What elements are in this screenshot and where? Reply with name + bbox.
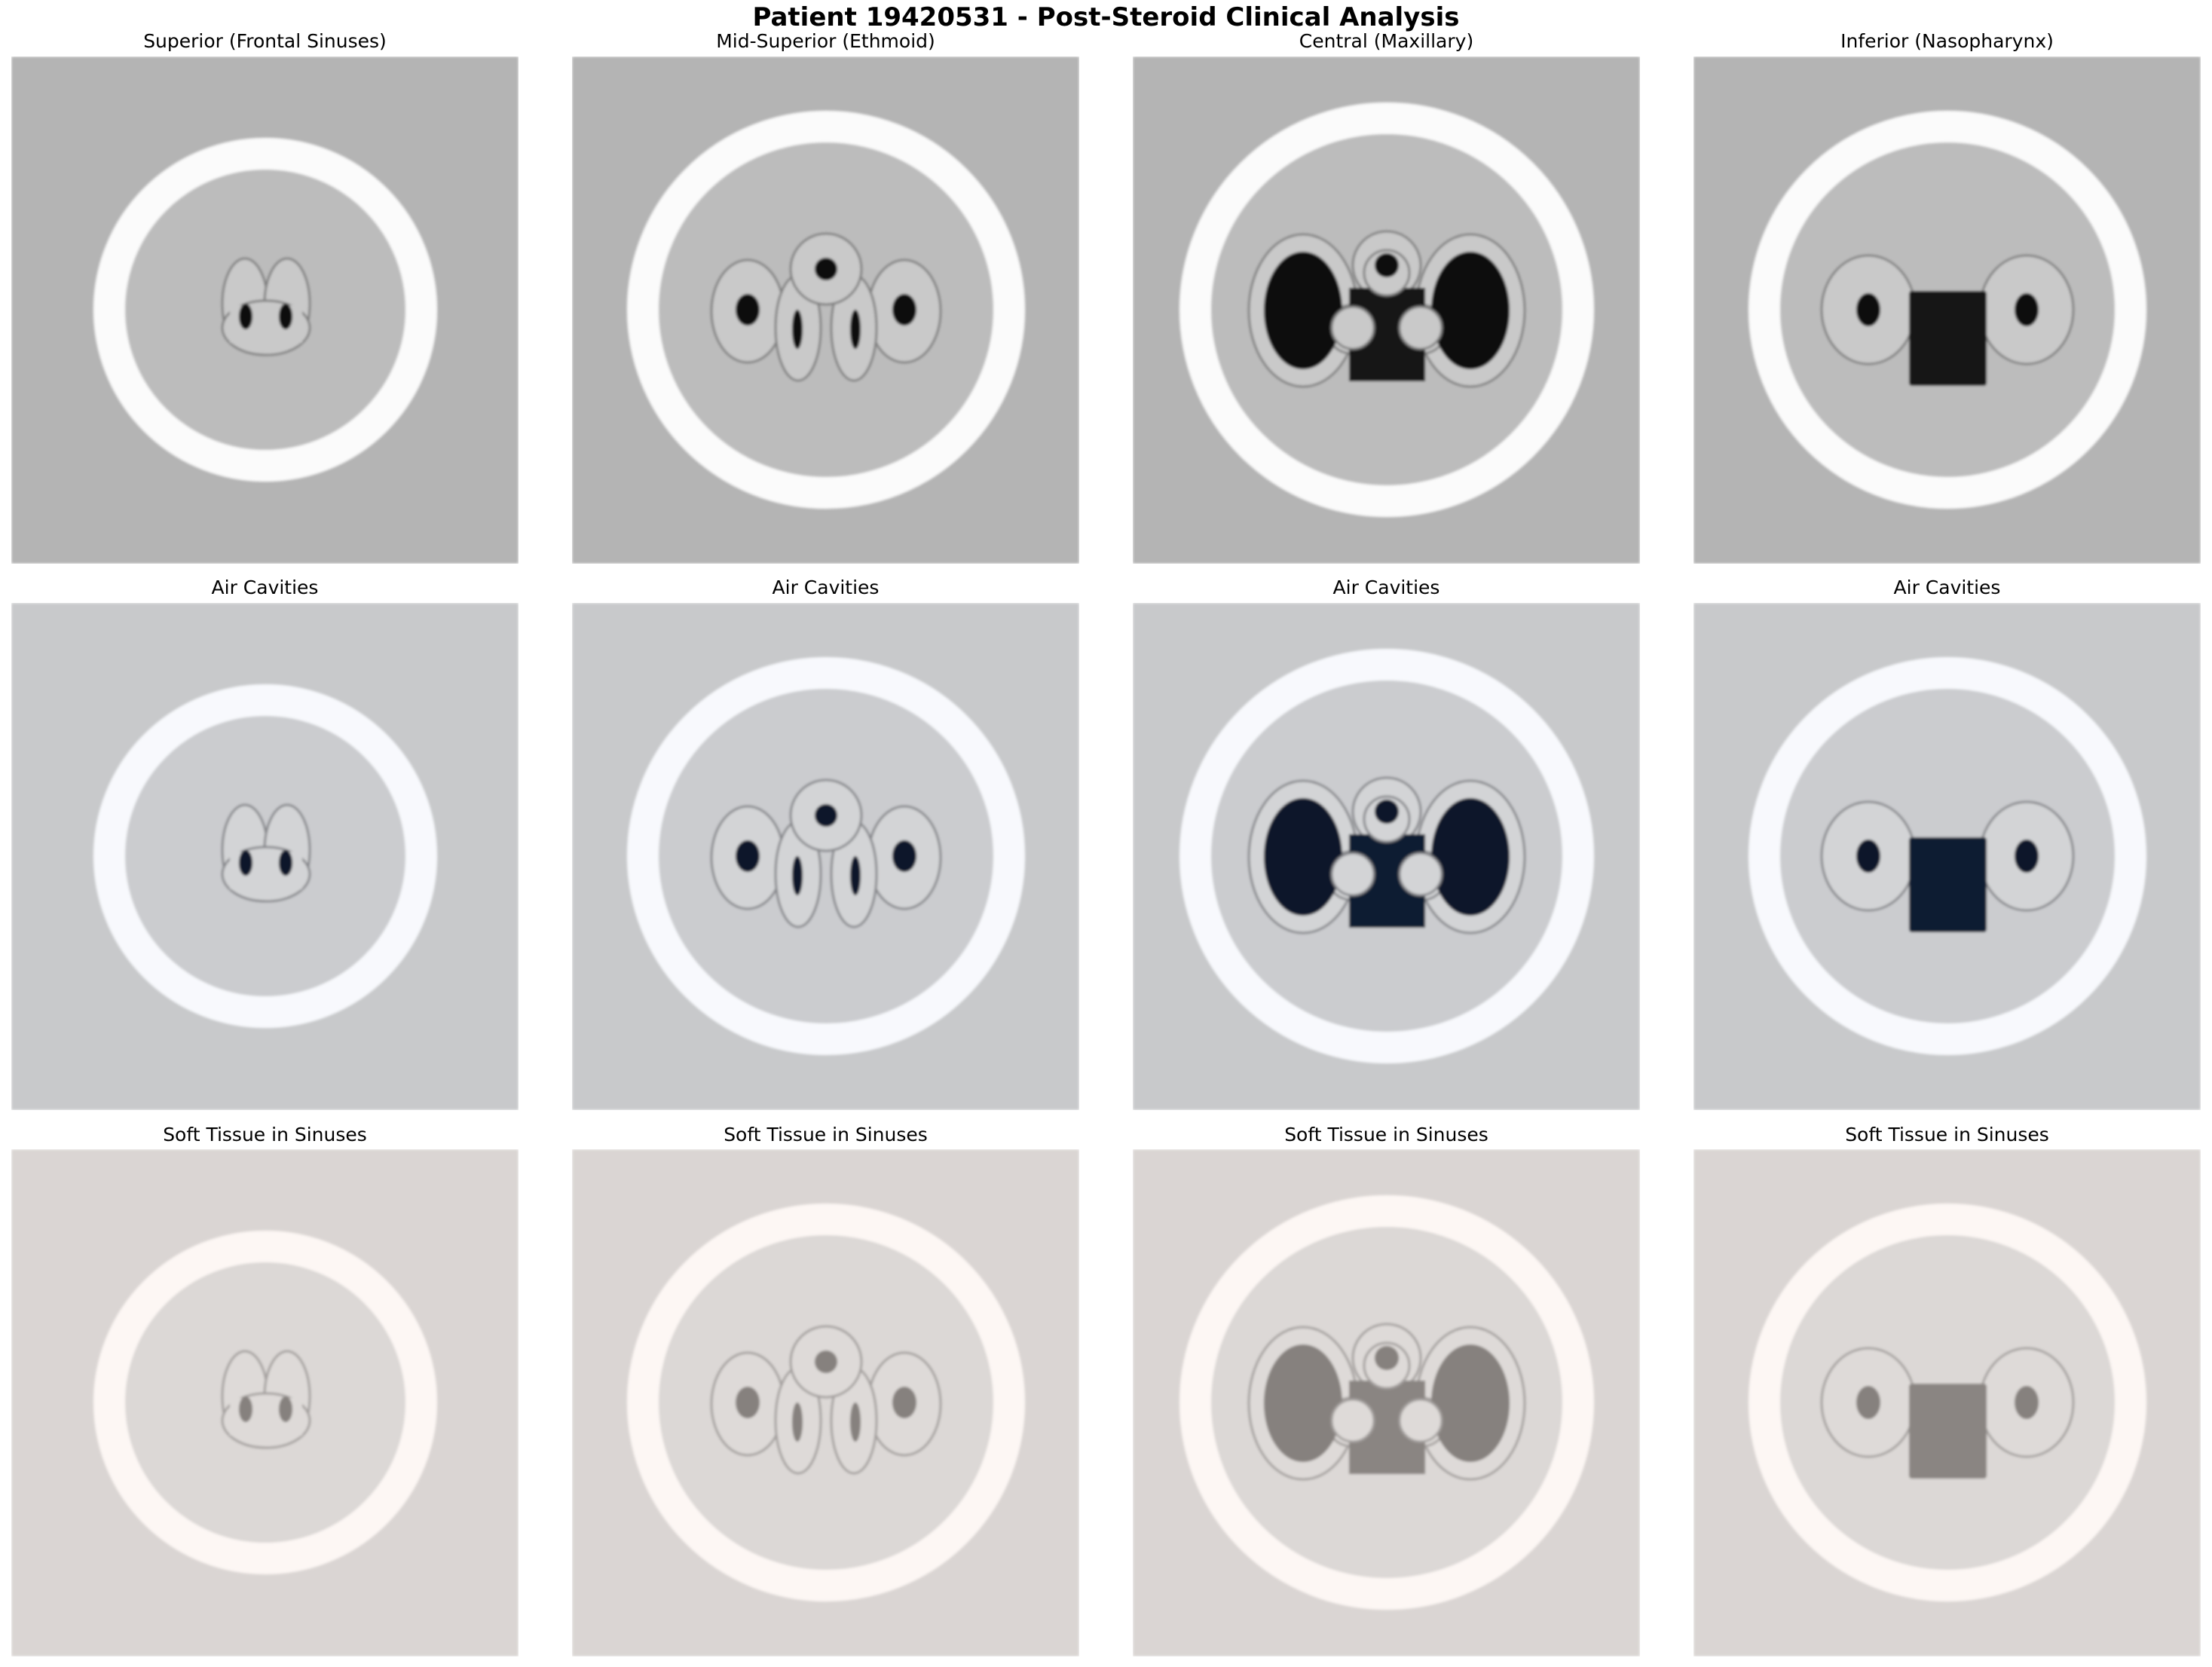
slice-image <box>1693 1149 2201 1656</box>
skull-ring <box>1179 1195 1594 1610</box>
slice-image <box>572 1149 1079 1656</box>
ethmoid-cavity-inner-left <box>792 1402 803 1442</box>
panel-title: Air Cavities <box>211 577 319 598</box>
nasopharynx-cavity-right <box>2015 293 2039 326</box>
ethmoid-cavity-left <box>736 1387 760 1418</box>
head-interior <box>659 142 993 477</box>
slice-image <box>11 603 519 1110</box>
nasopharynx-airway-block <box>1909 291 1987 386</box>
slice-image <box>1133 1149 1640 1656</box>
panel-title: Air Cavities <box>1332 577 1440 598</box>
frontal-cavity-left <box>239 304 252 329</box>
slice-content <box>572 57 1079 564</box>
skull-ring <box>1748 111 2146 509</box>
frontal-cavity-left <box>239 850 252 876</box>
ethmoid-cavity-right <box>892 1387 916 1418</box>
panel-title: Soft Tissue in Sinuses <box>1845 1124 2049 1145</box>
central-right-lobe-overlap <box>1398 852 1443 897</box>
slice-content <box>1693 603 2201 1110</box>
slice-image <box>1693 57 2201 564</box>
panel-title: Air Cavities <box>772 577 880 598</box>
slice-content <box>11 603 519 1110</box>
slice-content <box>11 1149 519 1656</box>
central-left-lobe-overlap <box>1330 1398 1375 1443</box>
skull-ring <box>1179 102 1594 517</box>
slice-content <box>572 1149 1079 1656</box>
figure-title: Patient 19420531 - Post-Steroid Clinical… <box>752 2 1460 32</box>
slice-content <box>1133 603 1640 1110</box>
slice-image <box>11 57 519 564</box>
frontal-cavity-right <box>279 850 292 876</box>
skull-ring <box>1179 649 1594 1063</box>
ethmoid-cavity-left <box>736 294 760 326</box>
maxillary-cavity-right <box>1431 798 1510 916</box>
panel-title: Superior (Frontal Sinuses) <box>143 30 387 52</box>
nasopharynx-cavity-right <box>2015 1386 2039 1419</box>
skull-ring <box>93 1231 437 1574</box>
central-right-lobe-overlap <box>1398 305 1443 350</box>
slice-content <box>1693 57 2201 564</box>
skull-ring <box>627 1204 1025 1601</box>
maxillary-cavity-right <box>1431 252 1510 369</box>
ethmoid-cavity-inner-right <box>850 310 861 349</box>
ethmoid-cavity-inner-right <box>850 856 861 895</box>
maxillary-cavity-left <box>1264 798 1342 916</box>
panel-title: Soft Tissue in Sinuses <box>724 1124 928 1145</box>
panel-title: Soft Tissue in Sinuses <box>1284 1124 1488 1145</box>
ethmoid-cavity-right <box>892 294 916 326</box>
ethmoid-cavity-right <box>892 840 916 872</box>
head-interior <box>659 1235 993 1570</box>
central-left-lobe-overlap <box>1330 305 1375 350</box>
slice-image <box>1693 603 2201 1110</box>
slice-image <box>11 1149 519 1656</box>
ethmoid-cavity-inner-right <box>850 1402 861 1442</box>
slice-image <box>572 57 1079 564</box>
ethmoid-cavity-top <box>815 1350 837 1373</box>
head-interior <box>659 689 993 1023</box>
frontal-cavity-right <box>279 304 292 329</box>
ethmoid-cavity-top <box>815 258 837 280</box>
panel-title: Central (Maxillary) <box>1299 30 1474 52</box>
panel-title: Air Cavities <box>1893 577 2001 598</box>
central-left-lobe-overlap <box>1330 852 1375 897</box>
ethmoid-cavity-top <box>815 804 837 827</box>
nasopharynx-cavity-right <box>2015 840 2039 873</box>
slice-image <box>1133 57 1640 564</box>
central-cavity-top-inner <box>1375 253 1399 277</box>
frontal-cavity-left <box>239 1396 252 1422</box>
ethmoid-cavity-left <box>736 840 760 872</box>
central-cavity-top-inner <box>1375 800 1399 824</box>
panel-title: Mid-Superior (Ethmoid) <box>716 30 935 52</box>
nasopharynx-cavity-left <box>1856 840 1880 873</box>
skull-ring <box>1748 1204 2146 1601</box>
nasopharynx-cavity-left <box>1856 1386 1880 1419</box>
skull-ring <box>627 657 1025 1055</box>
skull-ring <box>1748 657 2146 1055</box>
ethmoid-cavity-inner-left <box>792 310 803 349</box>
central-right-lobe-overlap <box>1398 1398 1443 1443</box>
slice-image <box>1133 603 1640 1110</box>
slice-content <box>1693 1149 2201 1656</box>
maxillary-cavity-left <box>1264 252 1342 369</box>
central-cavity-top-inner <box>1375 1346 1399 1370</box>
skull-ring <box>93 138 437 482</box>
slice-content <box>11 57 519 564</box>
panel-title: Soft Tissue in Sinuses <box>163 1124 367 1145</box>
panel-title: Inferior (Nasopharynx) <box>1840 30 2054 52</box>
nasopharynx-airway-block <box>1909 1384 1987 1479</box>
slice-content <box>572 603 1079 1110</box>
slice-content <box>1133 57 1640 564</box>
slice-content <box>1133 1149 1640 1656</box>
ethmoid-cavity-inner-left <box>792 856 803 895</box>
maxillary-cavity-right <box>1431 1344 1510 1462</box>
slice-image <box>572 603 1079 1110</box>
nasopharynx-cavity-left <box>1856 293 1880 326</box>
nasopharynx-airway-block <box>1909 837 1987 932</box>
maxillary-cavity-left <box>1264 1344 1342 1462</box>
skull-ring <box>627 111 1025 509</box>
skull-ring <box>93 684 437 1028</box>
frontal-cavity-right <box>279 1396 292 1422</box>
